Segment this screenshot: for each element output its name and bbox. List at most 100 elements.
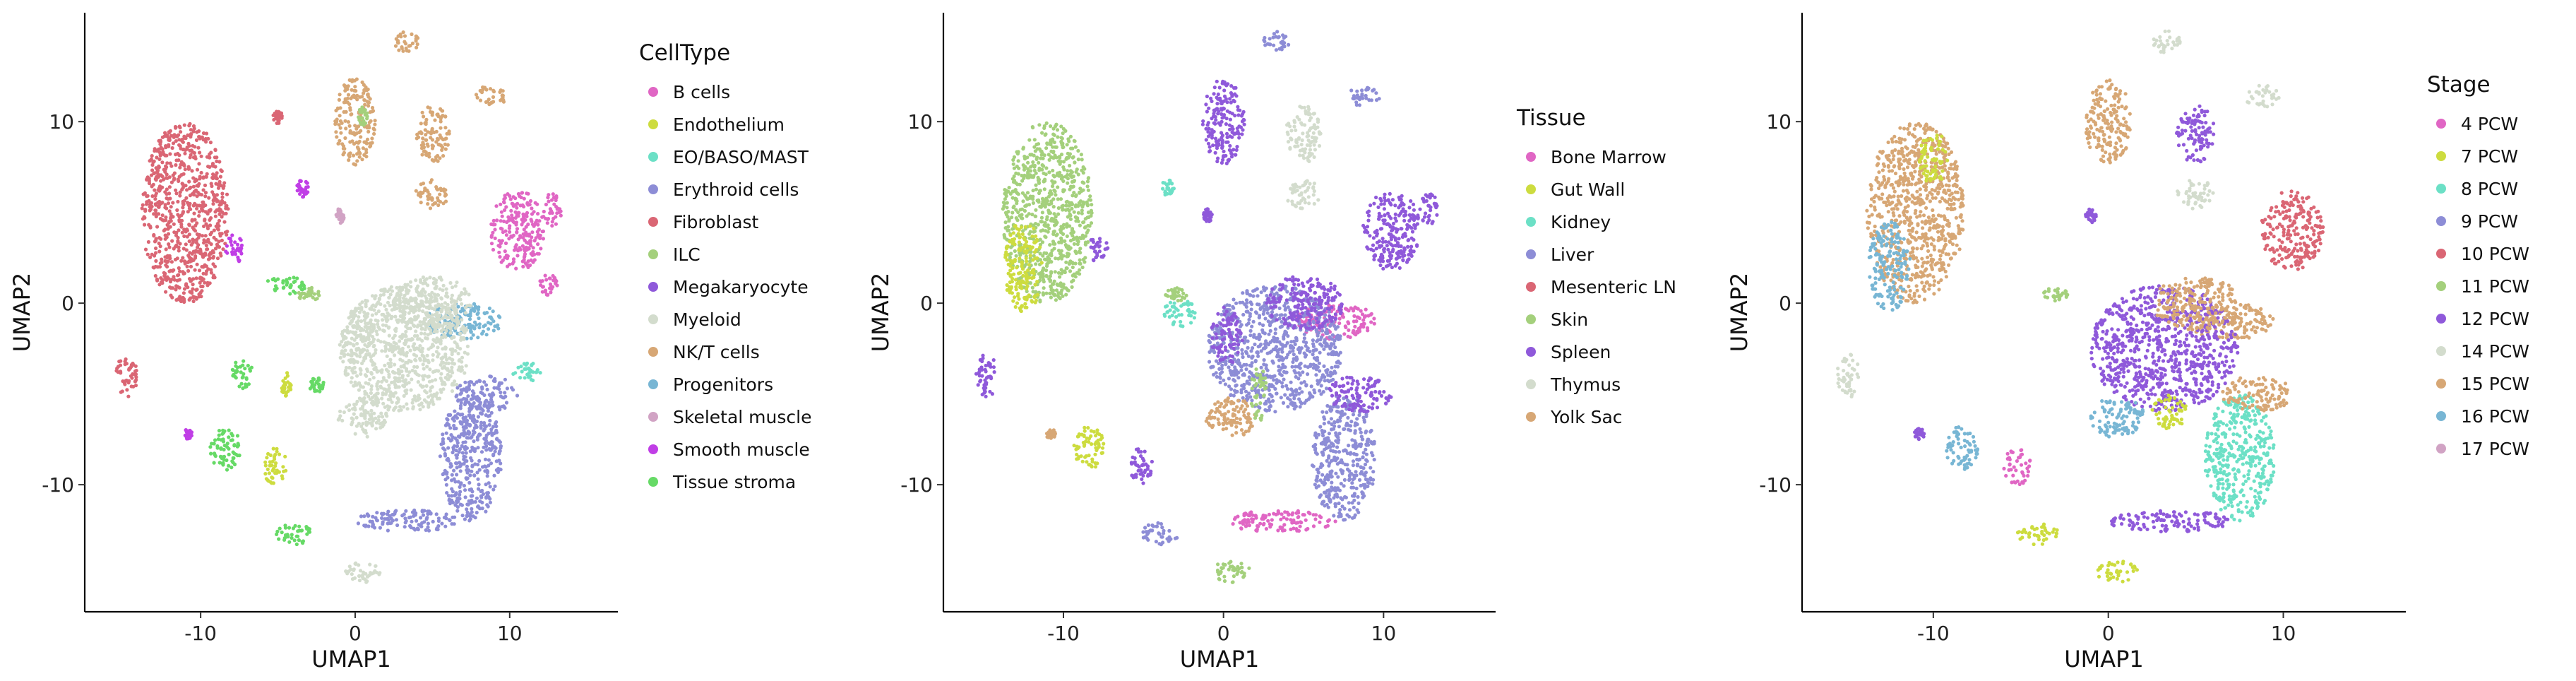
- point: [449, 462, 453, 466]
- point: [352, 154, 355, 158]
- point: [465, 459, 468, 463]
- point: [472, 326, 476, 330]
- point: [510, 213, 513, 217]
- point: [1029, 165, 1032, 169]
- point: [487, 102, 491, 106]
- point: [423, 332, 427, 336]
- point: [1080, 153, 1083, 156]
- point: [431, 358, 434, 362]
- point: [171, 146, 174, 150]
- point: [434, 318, 437, 321]
- point: [484, 88, 488, 91]
- point: [527, 375, 530, 379]
- point: [371, 418, 374, 421]
- point: [512, 204, 515, 208]
- point: [468, 488, 472, 492]
- point: [1026, 197, 1030, 201]
- point: [371, 109, 375, 112]
- point: [352, 94, 356, 97]
- point: [201, 253, 205, 256]
- point: [400, 45, 403, 49]
- point: [1078, 272, 1081, 276]
- point: [1035, 256, 1039, 260]
- point: [429, 297, 432, 301]
- point: [1053, 141, 1056, 144]
- point: [388, 405, 391, 409]
- point: [471, 404, 475, 408]
- point: [1044, 166, 1048, 170]
- point: [446, 446, 450, 450]
- point: [159, 217, 162, 220]
- point: [458, 332, 462, 336]
- point: [436, 137, 439, 141]
- point: [1047, 195, 1051, 199]
- point: [1088, 224, 1092, 227]
- point: [1064, 293, 1068, 297]
- point: [1077, 211, 1080, 215]
- point: [159, 237, 162, 241]
- point: [370, 372, 374, 376]
- point: [370, 384, 374, 388]
- y-tick-label: -10: [42, 473, 74, 497]
- point: [382, 292, 386, 296]
- point: [433, 307, 436, 311]
- point: [413, 358, 417, 362]
- point: [1020, 264, 1023, 268]
- point: [1045, 218, 1049, 221]
- point: [457, 480, 460, 483]
- point: [215, 177, 218, 180]
- point: [497, 387, 501, 391]
- point: [220, 191, 224, 195]
- point: [213, 442, 216, 445]
- point: [422, 114, 425, 118]
- point: [458, 493, 461, 497]
- point: [1050, 179, 1054, 183]
- point: [465, 507, 468, 511]
- point: [371, 525, 374, 528]
- point: [475, 93, 478, 96]
- point: [1029, 194, 1032, 198]
- point: [395, 523, 399, 527]
- point: [508, 217, 512, 220]
- point: [444, 516, 448, 520]
- point: [1037, 199, 1040, 202]
- point: [375, 511, 378, 514]
- point: [448, 281, 452, 285]
- point: [156, 169, 160, 172]
- point: [395, 319, 398, 322]
- point: [482, 492, 485, 496]
- point: [1038, 245, 1042, 249]
- point: [1004, 211, 1008, 215]
- point: [190, 169, 193, 172]
- cluster-0: [1001, 122, 1094, 304]
- point: [1032, 201, 1035, 205]
- point: [272, 277, 275, 280]
- point: [525, 246, 528, 249]
- point: [1032, 189, 1035, 192]
- point: [1066, 173, 1069, 177]
- point: [1003, 236, 1006, 239]
- point: [385, 379, 388, 383]
- point: [445, 288, 448, 291]
- point: [379, 386, 383, 389]
- point: [536, 242, 539, 246]
- point: [1033, 294, 1037, 297]
- point: [192, 227, 196, 231]
- point: [1086, 228, 1090, 232]
- point: [1034, 184, 1037, 187]
- point: [344, 341, 347, 345]
- point: [503, 406, 506, 410]
- point: [157, 249, 161, 253]
- point: [464, 327, 467, 331]
- point: [487, 409, 490, 413]
- point: [410, 526, 413, 529]
- point: [339, 131, 342, 135]
- point: [409, 326, 412, 330]
- point: [499, 88, 503, 92]
- point: [499, 391, 502, 394]
- point: [455, 386, 459, 389]
- point: [355, 374, 359, 378]
- point: [1048, 191, 1051, 195]
- point: [1062, 160, 1066, 163]
